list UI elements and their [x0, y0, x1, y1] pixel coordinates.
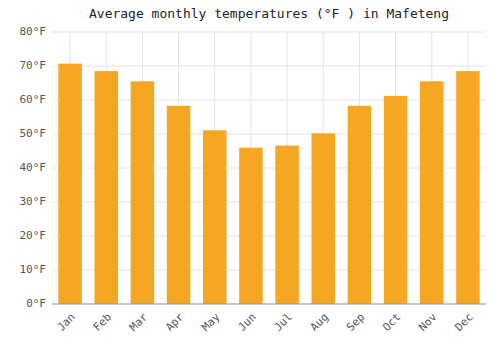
x-tick-label: Oct	[380, 311, 403, 334]
bar	[456, 71, 480, 304]
bar	[131, 81, 155, 304]
chart-container: 0°F 10°F 20°F 30°F 40°F 50°F 60°F 70°F 80°F Jan Fe…	[0, 0, 500, 350]
y-tick-label: 0°F	[26, 297, 46, 310]
y-tick-label: 30°F	[20, 195, 47, 208]
x-tick-label: Nov	[416, 310, 440, 334]
bar	[348, 106, 372, 304]
y-tick-label: 20°F	[20, 229, 47, 242]
y-tick-label: 40°F	[20, 161, 47, 174]
bar	[58, 64, 82, 304]
x-tick-label: Mar	[127, 310, 151, 334]
bar	[94, 71, 118, 304]
y-tick-label: 10°F	[20, 263, 47, 276]
x-tick-label: Dec	[452, 311, 475, 334]
x-tick-label: Apr	[163, 310, 187, 334]
x-tick-label: Jul	[272, 311, 295, 334]
x-axis: Jan Feb Mar Apr May Jun Jul Aug Sep Oct Nov Dec	[52, 304, 486, 334]
x-tick-label: Feb	[91, 311, 114, 334]
y-axis: 0°F 10°F 20°F 30°F 40°F 50°F 60°F 70°F 80°F	[20, 25, 47, 310]
title: Average monthly temperatures (°F ) in Ma…	[89, 6, 449, 21]
y-grid-line	[52, 32, 486, 33]
bar	[167, 106, 191, 304]
x-tick-label: Jan	[55, 311, 78, 334]
bar	[311, 133, 335, 304]
bars	[58, 64, 479, 304]
y-tick-label: 60°F	[20, 93, 47, 106]
x-tick-label: Jun	[235, 311, 258, 334]
chart-svg: 0°F 10°F 20°F 30°F 40°F 50°F 60°F 70°F 80°F Jan Fe…	[0, 0, 500, 350]
bar	[420, 81, 444, 304]
y-grid-line	[52, 66, 486, 67]
bar	[384, 96, 408, 304]
x-tick-label: Aug	[308, 311, 331, 334]
bar	[203, 130, 227, 304]
x-axis-line	[52, 304, 486, 305]
y-grid-line	[52, 304, 486, 305]
grid	[52, 32, 486, 304]
bar	[239, 148, 263, 304]
y-tick-label: 50°F	[20, 127, 47, 140]
bar	[275, 146, 299, 304]
x-tick-label: Sep	[344, 311, 367, 334]
y-tick-label: 80°F	[20, 25, 47, 38]
y-tick-label: 70°F	[20, 59, 47, 72]
x-tick-label: May	[199, 310, 223, 334]
